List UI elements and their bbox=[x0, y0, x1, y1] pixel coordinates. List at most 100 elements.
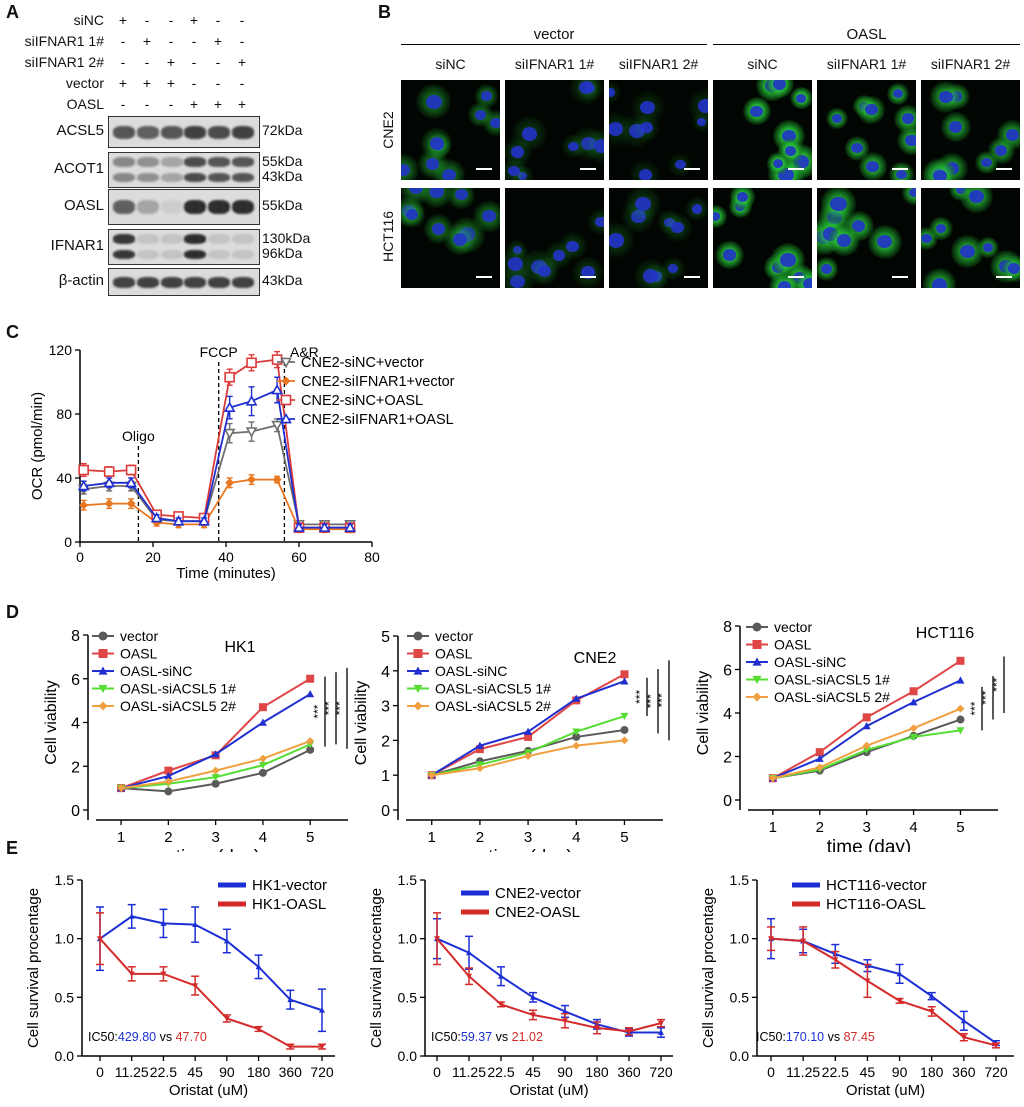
cell-nucleus bbox=[580, 137, 596, 151]
scale-bar bbox=[580, 276, 596, 278]
y-tick-label: 0 bbox=[723, 793, 732, 810]
cell-nucleus bbox=[552, 249, 565, 261]
ic50-prefix: IC50: bbox=[756, 1030, 786, 1044]
y-tick-label: 1.0 bbox=[398, 931, 418, 947]
y-tick-label: 0.5 bbox=[398, 989, 418, 1005]
cell-nucleus bbox=[508, 257, 524, 271]
blot-band bbox=[113, 200, 135, 215]
cell-nucleus bbox=[578, 80, 594, 94]
data-point bbox=[768, 936, 774, 942]
significance-label: *** bbox=[655, 693, 669, 707]
x-tick-label: 90 bbox=[557, 1064, 573, 1080]
x-tick-label: 720 bbox=[310, 1064, 334, 1080]
x-tick-label: 360 bbox=[952, 1064, 976, 1080]
x-tick-label: 45 bbox=[525, 1064, 541, 1080]
cell-nucleus bbox=[425, 94, 442, 109]
blot-band bbox=[161, 126, 183, 139]
x-tick-label: 2 bbox=[816, 819, 824, 836]
legend-marker bbox=[280, 357, 292, 369]
blot-band bbox=[137, 200, 159, 215]
x-tick-label: 2 bbox=[476, 829, 484, 846]
cell-nucleus bbox=[609, 87, 616, 97]
x-tick-label: 22.5 bbox=[822, 1064, 849, 1080]
blot-band bbox=[232, 249, 254, 260]
blot-protein-label: IFNAR1 bbox=[50, 237, 104, 254]
cell-nucleus bbox=[566, 240, 580, 252]
panel-label-C: C bbox=[6, 322, 19, 342]
x-tick-label: 0 bbox=[76, 549, 84, 565]
significance-label: *** bbox=[644, 694, 658, 708]
data-point bbox=[125, 464, 137, 476]
cell-nucleus bbox=[932, 278, 947, 288]
cell-nucleus bbox=[803, 277, 812, 288]
y-tick-label: 2 bbox=[71, 759, 80, 776]
data-point bbox=[77, 479, 90, 491]
fluorescence-image bbox=[609, 188, 708, 288]
data-point bbox=[152, 518, 162, 528]
data-point bbox=[427, 771, 436, 780]
blot-band bbox=[113, 249, 135, 260]
data-point bbox=[658, 1029, 664, 1035]
cell-nucleus bbox=[408, 188, 423, 195]
scale-bar bbox=[684, 276, 700, 278]
western-blot-panel: siNC + - - + - - siIFNAR1 1# - + - - + - siIFNAR1 2# - -… bbox=[0, 0, 360, 300]
scale-bar bbox=[580, 168, 596, 170]
y-tick-label: 2 bbox=[723, 750, 732, 767]
legend-marker bbox=[280, 412, 292, 424]
cell-nucleus bbox=[425, 157, 440, 170]
survival-chart-hct116: 0.0 0.5 1.0 1.5 0 11.25 22.5 45 90 180 360 720 Orist… bbox=[700, 872, 1014, 1099]
condition-sign: - bbox=[144, 96, 150, 112]
scale-bar bbox=[892, 168, 908, 170]
data-point bbox=[319, 1044, 325, 1050]
x-axis-label: time (day) bbox=[488, 847, 572, 852]
data-point bbox=[909, 733, 918, 741]
data-point bbox=[258, 718, 267, 726]
y-tick-label: 1.5 bbox=[730, 872, 750, 888]
data-point bbox=[97, 936, 103, 942]
x-tick-label: 4 bbox=[572, 829, 580, 846]
data-point bbox=[255, 963, 262, 970]
data-point bbox=[862, 722, 871, 730]
legend-label: OASL-siACSL5 2# bbox=[774, 689, 890, 705]
x-tick-label: 5 bbox=[956, 819, 964, 836]
data-point bbox=[498, 1001, 504, 1008]
condition-sign: - bbox=[168, 96, 174, 112]
legend-marker bbox=[98, 684, 108, 693]
cell-nucleus bbox=[670, 221, 684, 234]
cell-nucleus bbox=[830, 196, 847, 212]
data-point bbox=[864, 978, 871, 984]
cell-nucleus bbox=[638, 169, 653, 180]
legend-marker bbox=[280, 394, 292, 406]
cell-nucleus bbox=[511, 146, 525, 158]
data-point bbox=[319, 1007, 325, 1013]
condition-sign: + bbox=[118, 75, 128, 91]
data-point bbox=[956, 715, 965, 724]
cell-nucleus bbox=[981, 157, 992, 167]
cell-nucleus bbox=[1008, 263, 1020, 274]
data-point bbox=[572, 732, 581, 741]
legend-marker bbox=[413, 684, 423, 693]
blot-band bbox=[208, 200, 230, 215]
x-tick-label: 11.25 bbox=[452, 1064, 486, 1080]
data-point bbox=[192, 983, 199, 989]
data-point bbox=[524, 727, 533, 735]
cell-nucleus bbox=[921, 233, 932, 244]
condition-sign: - bbox=[191, 54, 197, 70]
cell-nucleus bbox=[969, 190, 984, 204]
column-label: siIFNAR1 2# bbox=[930, 56, 1011, 72]
cell-nucleus bbox=[453, 233, 468, 246]
blot-band bbox=[137, 172, 159, 183]
blot-band bbox=[113, 234, 135, 244]
data-point bbox=[306, 737, 315, 746]
data-point bbox=[928, 993, 935, 999]
legend-marker bbox=[752, 657, 762, 666]
cell-nucleus bbox=[697, 118, 707, 127]
fluorescence-image bbox=[713, 188, 812, 288]
ic50-value-oasl: 47.70 bbox=[176, 1030, 207, 1044]
y-tick-label: 0.0 bbox=[398, 1048, 418, 1064]
legend-label: CNE2-siNC+OASL bbox=[301, 393, 423, 409]
data-point bbox=[125, 476, 137, 488]
survival-chart-cne2: 0.0 0.5 1.0 1.5 0 11.25 22.5 45 90 180 360 720 Orist… bbox=[368, 872, 673, 1099]
legend-label: OASL bbox=[774, 637, 812, 653]
scale-bar bbox=[476, 276, 492, 278]
